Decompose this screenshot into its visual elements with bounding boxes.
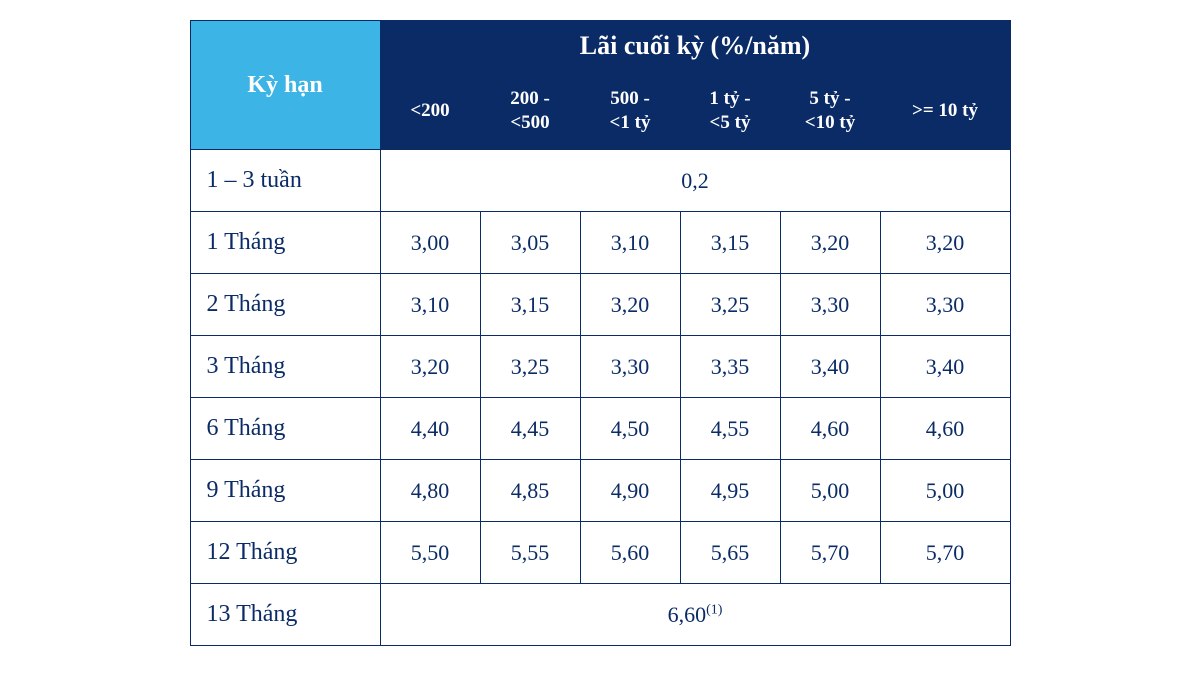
data-cell: 3,20 <box>880 212 1010 274</box>
data-cell: 4,40 <box>380 398 480 460</box>
table-row: 12 Tháng5,505,555,605,655,705,70 <box>190 522 1010 584</box>
data-cell: 5,55 <box>480 522 580 584</box>
data-cell: 3,35 <box>680 336 780 398</box>
data-cell: 3,40 <box>780 336 880 398</box>
data-cell: 3,30 <box>580 336 680 398</box>
header-row-1: Kỳ hạn Lãi cuối kỳ (%/năm) <box>190 21 1010 72</box>
data-cell: 5,00 <box>880 460 1010 522</box>
col-header-4: 5 tỷ -<10 tỷ <box>780 72 880 150</box>
table-row: 9 Tháng4,804,854,904,955,005,00 <box>190 460 1010 522</box>
data-cell: 5,60 <box>580 522 680 584</box>
row-label: 9 Tháng <box>190 460 380 522</box>
top-header: Lãi cuối kỳ (%/năm) <box>380 21 1010 72</box>
data-cell: 4,95 <box>680 460 780 522</box>
table-row: 1 – 3 tuần0,2 <box>190 150 1010 212</box>
data-cell: 3,15 <box>480 274 580 336</box>
col-header-5: >= 10 tỷ <box>880 72 1010 150</box>
table-row: 2 Tháng3,103,153,203,253,303,30 <box>190 274 1010 336</box>
interest-rate-table: Kỳ hạn Lãi cuối kỳ (%/năm) <200 200 -<50… <box>190 20 1011 646</box>
data-cell: 3,25 <box>680 274 780 336</box>
data-cell: 3,20 <box>780 212 880 274</box>
table-head: Kỳ hạn Lãi cuối kỳ (%/năm) <200 200 -<50… <box>190 21 1010 150</box>
col-header-1: 200 -<500 <box>480 72 580 150</box>
data-cell: 3,10 <box>580 212 680 274</box>
row-label: 13 Tháng <box>190 584 380 646</box>
data-cell: 3,20 <box>580 274 680 336</box>
data-cell: 3,10 <box>380 274 480 336</box>
row-label: 2 Tháng <box>190 274 380 336</box>
data-cell: 4,50 <box>580 398 680 460</box>
data-cell: 5,65 <box>680 522 780 584</box>
data-cell: 4,60 <box>880 398 1010 460</box>
corner-header: Kỳ hạn <box>190 21 380 150</box>
data-cell: 3,25 <box>480 336 580 398</box>
col-header-3: 1 tỷ -<5 tỷ <box>680 72 780 150</box>
merged-data-cell: 6,60(1) <box>380 584 1010 646</box>
data-cell: 3,30 <box>780 274 880 336</box>
data-cell: 5,50 <box>380 522 480 584</box>
data-cell: 4,90 <box>580 460 680 522</box>
row-label: 1 Tháng <box>190 212 380 274</box>
col-header-0: <200 <box>380 72 480 150</box>
data-cell: 3,00 <box>380 212 480 274</box>
data-cell: 5,70 <box>780 522 880 584</box>
data-cell: 5,70 <box>880 522 1010 584</box>
row-label: 12 Tháng <box>190 522 380 584</box>
row-label: 6 Tháng <box>190 398 380 460</box>
data-cell: 4,55 <box>680 398 780 460</box>
data-cell: 3,05 <box>480 212 580 274</box>
data-cell: 3,15 <box>680 212 780 274</box>
table-row: 3 Tháng3,203,253,303,353,403,40 <box>190 336 1010 398</box>
table-row: 13 Tháng6,60(1) <box>190 584 1010 646</box>
data-cell: 4,85 <box>480 460 580 522</box>
row-label: 3 Tháng <box>190 336 380 398</box>
row-label: 1 – 3 tuần <box>190 150 380 212</box>
table-body: 1 – 3 tuần0,21 Tháng3,003,053,103,153,20… <box>190 150 1010 646</box>
data-cell: 3,30 <box>880 274 1010 336</box>
col-header-2: 500 -<1 tỷ <box>580 72 680 150</box>
interest-rate-table-container: Kỳ hạn Lãi cuối kỳ (%/năm) <200 200 -<50… <box>190 20 1011 646</box>
data-cell: 4,80 <box>380 460 480 522</box>
merged-data-cell: 0,2 <box>380 150 1010 212</box>
data-cell: 4,60 <box>780 398 880 460</box>
data-cell: 4,45 <box>480 398 580 460</box>
data-cell: 3,20 <box>380 336 480 398</box>
table-row: 6 Tháng4,404,454,504,554,604,60 <box>190 398 1010 460</box>
data-cell: 5,00 <box>780 460 880 522</box>
data-cell: 3,40 <box>880 336 1010 398</box>
table-row: 1 Tháng3,003,053,103,153,203,20 <box>190 212 1010 274</box>
